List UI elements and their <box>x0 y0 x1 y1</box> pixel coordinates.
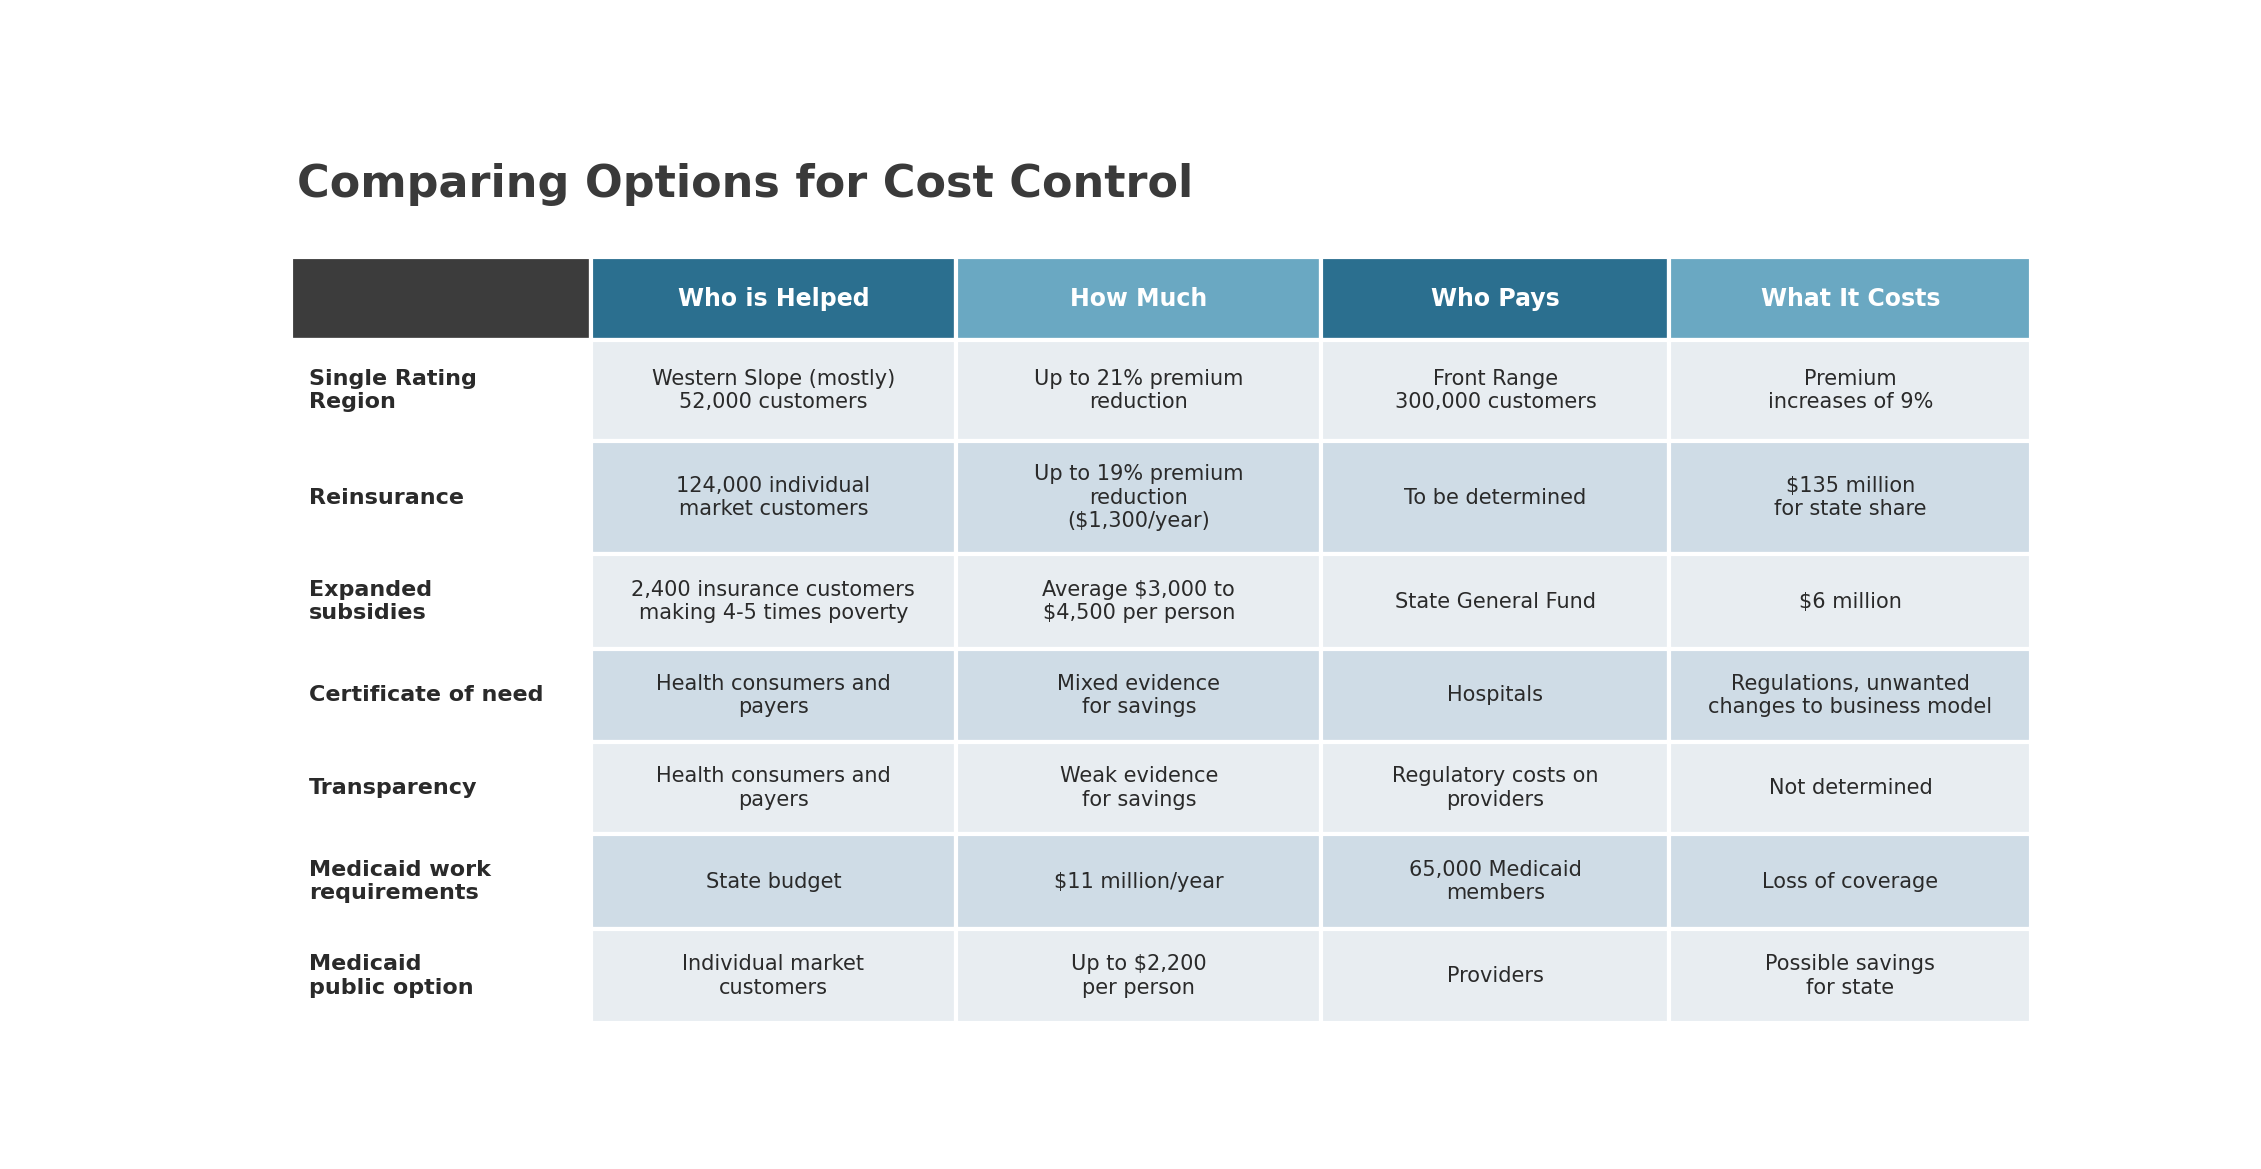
Text: Up to 21% premium
reduction: Up to 21% premium reduction <box>1033 369 1244 413</box>
Bar <box>956 835 1320 929</box>
Bar <box>1320 554 1669 649</box>
Text: $11 million/year: $11 million/year <box>1054 872 1223 892</box>
Bar <box>1669 649 2030 741</box>
Bar <box>292 554 590 649</box>
Bar <box>1669 929 2030 1023</box>
Text: Certificate of need: Certificate of need <box>310 685 543 705</box>
Bar <box>956 929 1320 1023</box>
Bar <box>292 929 590 1023</box>
Bar <box>1320 441 1669 554</box>
Text: What It Costs: What It Costs <box>1761 286 1940 311</box>
Bar <box>292 340 590 441</box>
Text: To be determined: To be determined <box>1404 487 1587 507</box>
Bar <box>590 441 956 554</box>
Text: Health consumers and
payers: Health consumers and payers <box>656 767 891 809</box>
Bar <box>292 835 590 929</box>
Bar <box>292 441 590 554</box>
Text: Possible savings
for state: Possible savings for state <box>1766 954 1935 997</box>
Bar <box>956 340 1320 441</box>
Text: Health consumers and
payers: Health consumers and payers <box>656 673 891 717</box>
Text: Transparency: Transparency <box>310 777 477 798</box>
Text: Individual market
customers: Individual market customers <box>683 954 864 997</box>
Bar <box>590 835 956 929</box>
Bar <box>590 649 956 741</box>
Bar <box>1669 554 2030 649</box>
Bar <box>1669 257 2030 340</box>
Bar <box>1669 441 2030 554</box>
Bar <box>590 340 956 441</box>
Bar <box>292 649 590 741</box>
Text: 65,000 Medicaid
members: 65,000 Medicaid members <box>1409 860 1583 904</box>
Bar <box>590 929 956 1023</box>
Text: State budget: State budget <box>705 872 841 892</box>
Text: 2,400 insurance customers
making 4-5 times poverty: 2,400 insurance customers making 4-5 tim… <box>631 580 916 623</box>
Bar <box>1669 340 2030 441</box>
Text: Premium
increases of 9%: Premium increases of 9% <box>1768 369 1933 413</box>
Bar <box>1669 741 2030 835</box>
Text: Expanded
subsidies: Expanded subsidies <box>310 580 432 623</box>
Text: Reinsurance: Reinsurance <box>310 487 464 507</box>
Bar <box>1320 257 1669 340</box>
Bar <box>1320 835 1669 929</box>
Text: How Much: How Much <box>1069 286 1207 311</box>
Bar <box>590 741 956 835</box>
Text: $135 million
for state share: $135 million for state share <box>1775 476 1926 519</box>
Text: Weak evidence
for savings: Weak evidence for savings <box>1060 767 1219 809</box>
Text: Up to 19% premium
reduction
($1,300/year): Up to 19% premium reduction ($1,300/year… <box>1033 464 1244 531</box>
Bar <box>956 257 1320 340</box>
Text: Who Pays: Who Pays <box>1431 286 1560 311</box>
Text: Average $3,000 to
$4,500 per person: Average $3,000 to $4,500 per person <box>1042 580 1235 623</box>
Bar <box>956 554 1320 649</box>
Bar <box>1669 835 2030 929</box>
Text: Not determined: Not determined <box>1768 777 1933 798</box>
Text: State General Fund: State General Fund <box>1395 592 1596 611</box>
Text: Mixed evidence
for savings: Mixed evidence for savings <box>1058 673 1221 717</box>
Text: Medicaid
public option: Medicaid public option <box>310 954 473 997</box>
Bar <box>1320 340 1669 441</box>
Text: $6 million: $6 million <box>1800 592 1902 611</box>
Text: Hospitals: Hospitals <box>1447 685 1544 705</box>
Bar <box>1320 929 1669 1023</box>
Text: Loss of coverage: Loss of coverage <box>1761 872 1938 892</box>
Text: Front Range
300,000 customers: Front Range 300,000 customers <box>1395 369 1596 413</box>
Bar <box>292 741 590 835</box>
Text: Comparing Options for Cost Control: Comparing Options for Cost Control <box>296 162 1194 206</box>
Bar <box>1320 741 1669 835</box>
Text: Regulatory costs on
providers: Regulatory costs on providers <box>1393 767 1599 809</box>
Text: Who is Helped: Who is Helped <box>678 286 868 311</box>
Bar <box>1320 649 1669 741</box>
Text: Regulations, unwanted
changes to business model: Regulations, unwanted changes to busines… <box>1709 673 1992 717</box>
Text: Up to $2,200
per person: Up to $2,200 per person <box>1072 954 1207 997</box>
Text: 124,000 individual
market customers: 124,000 individual market customers <box>676 476 870 519</box>
Text: Single Rating
Region: Single Rating Region <box>310 369 477 413</box>
Bar <box>292 257 590 340</box>
Bar <box>956 741 1320 835</box>
Text: Medicaid work
requirements: Medicaid work requirements <box>310 860 491 904</box>
Bar <box>590 257 956 340</box>
Bar <box>590 554 956 649</box>
Text: Western Slope (mostly)
52,000 customers: Western Slope (mostly) 52,000 customers <box>651 369 895 413</box>
Text: Providers: Providers <box>1447 966 1544 985</box>
Bar <box>956 441 1320 554</box>
Bar <box>956 649 1320 741</box>
